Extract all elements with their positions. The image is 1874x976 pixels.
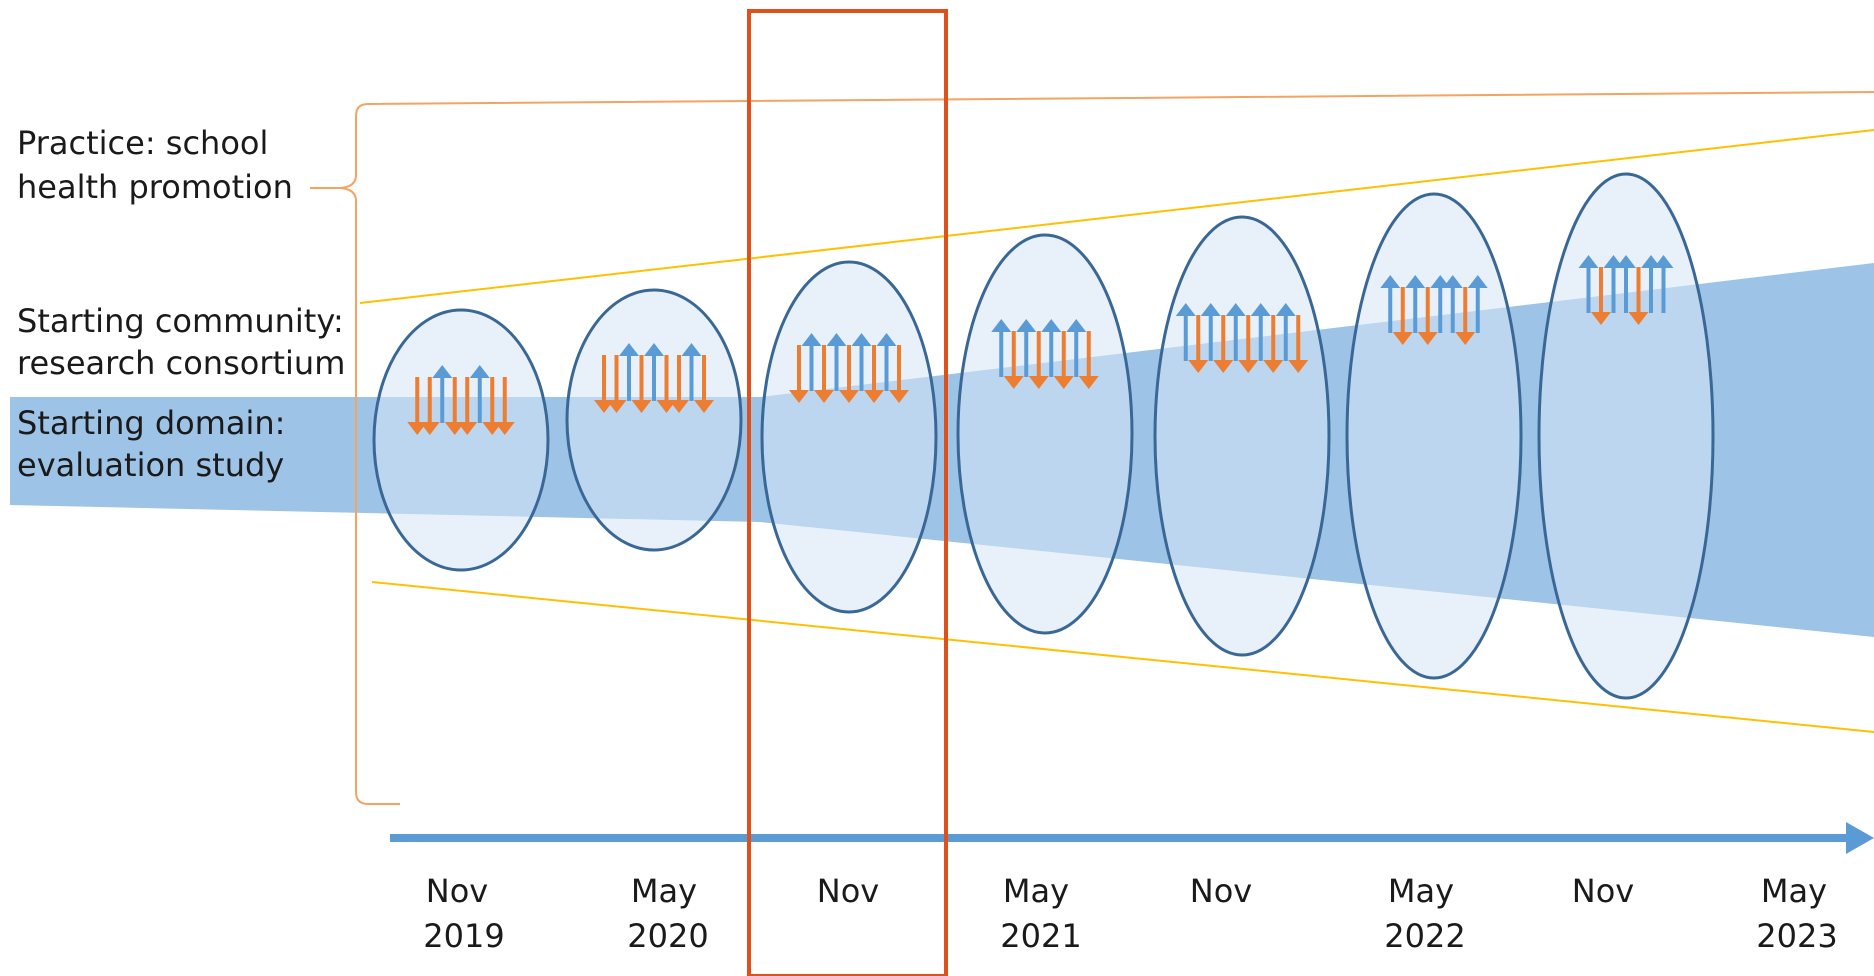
practice-label-line2: health promotion [17, 168, 293, 206]
tick-year: 2022 [1384, 917, 1465, 955]
down-arrow-icon [1188, 315, 1209, 373]
down-arrow-icon [1053, 331, 1074, 389]
tick-month: Nov [1572, 872, 1634, 910]
tick-year: 2020 [627, 917, 708, 955]
down-arrow-icon [1455, 287, 1476, 345]
up-arrow-icon [1653, 255, 1674, 313]
tick-month: Nov [1190, 872, 1252, 910]
down-arrow-icon [1392, 287, 1413, 345]
down-arrow-icon [864, 345, 884, 403]
down-arrow-icon [839, 345, 859, 403]
up-arrow-icon [1380, 275, 1401, 333]
interaction-arrows [407, 255, 1674, 435]
down-arrow-icon [631, 355, 652, 413]
down-arrow-icon [1288, 315, 1309, 373]
community-ellipse [565, 288, 743, 552]
community-ellipse [1153, 215, 1331, 657]
up-arrow-icon [681, 343, 702, 401]
down-arrow-icon [694, 355, 714, 413]
up-arrow-icon [1578, 255, 1599, 313]
domain-label-line2: evaluation study [17, 446, 284, 484]
community-ellipse [372, 308, 550, 572]
up-arrow-icon [1041, 319, 1062, 377]
up-arrow-icon [1275, 303, 1296, 361]
down-arrow-icon [1003, 331, 1024, 389]
community-label-line2: research consortium [17, 344, 345, 382]
down-arrow-icon [1417, 287, 1438, 345]
up-arrow-icon [469, 365, 490, 423]
up-arrow-icon [1225, 303, 1246, 361]
up-arrow-icon [1066, 319, 1087, 377]
practice-bracket [310, 91, 1874, 805]
down-arrow-icon [1028, 331, 1049, 389]
tick-month: Nov [817, 872, 879, 910]
community-ellipse [1345, 192, 1523, 680]
down-arrow-icon [814, 345, 834, 403]
down-arrow-icon [1628, 267, 1649, 325]
up-arrow-icon [801, 333, 822, 391]
domain-label-line1: Starting domain: [17, 404, 285, 442]
down-arrow-icon [457, 377, 478, 435]
up-arrow-icon [1616, 255, 1636, 313]
community-ellipse [760, 260, 938, 614]
up-arrow-icon [1467, 275, 1488, 333]
timeline-arrow [390, 822, 1874, 854]
up-arrow-icon [432, 365, 453, 423]
up-arrow-icon [1200, 303, 1221, 361]
tick-year: 2021 [1000, 917, 1081, 955]
up-arrow-icon [619, 343, 639, 401]
community-ellipse [1537, 172, 1715, 700]
up-arrow-icon [991, 319, 1012, 377]
tick-year: 2019 [423, 917, 504, 955]
community-ellipse [956, 233, 1134, 635]
tick-month: Nov [426, 872, 488, 910]
up-arrow-icon [1250, 303, 1271, 361]
up-arrow-icon [1405, 275, 1426, 333]
tick-month: May [1388, 872, 1454, 910]
funnel-bottom-line [371, 581, 1874, 733]
down-arrow-icon [669, 355, 689, 413]
tick-month: May [1761, 872, 1827, 910]
down-arrow-icon [1238, 315, 1259, 373]
down-arrow-icon [1591, 267, 1611, 325]
up-arrow-icon [1442, 275, 1463, 333]
down-arrow-icon [789, 345, 809, 403]
up-arrow-icon [876, 333, 897, 391]
funnel-top-line [359, 129, 1874, 304]
tick-month: May [631, 872, 697, 910]
up-arrow-icon [851, 333, 872, 391]
down-arrow-icon [419, 377, 440, 435]
down-arrow-icon [889, 345, 909, 403]
down-arrow-icon [1263, 315, 1284, 373]
down-arrow-icon [1078, 331, 1099, 389]
down-arrow-icon [606, 355, 627, 413]
down-arrow-icon [1213, 315, 1234, 373]
community-ellipses [372, 172, 1715, 700]
highlight-box-nov-2020 [747, 9, 948, 976]
community-label-line1: Starting community: [17, 302, 344, 340]
tick-month: May [1003, 872, 1069, 910]
tick-year: 2023 [1756, 917, 1837, 955]
down-arrow-icon [494, 377, 515, 435]
practice-label-line1: Practice: school [17, 124, 268, 162]
up-arrow-icon [1175, 303, 1196, 361]
up-arrow-icon [644, 343, 664, 401]
timeline-labels: Nov 2019 May 2020 Nov May 2021 Nov May 2… [423, 872, 1837, 955]
up-arrow-icon [1016, 319, 1037, 377]
up-arrow-icon [826, 333, 847, 391]
